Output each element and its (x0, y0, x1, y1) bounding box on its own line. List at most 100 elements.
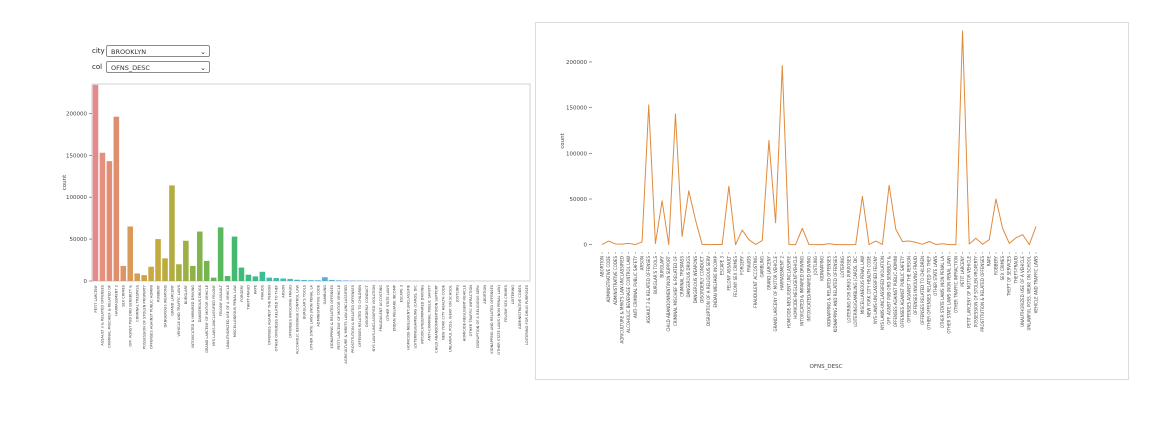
bar-x-tick-label: UNAUTHORIZED USE OF A VEHICLE (226, 284, 230, 348)
bar-y-tick-label: 100000 (66, 195, 87, 201)
line-x-tick-label: NYS LAWS-UNCLASSIFIED VIOLATION (880, 256, 885, 330)
line-x-tick-label: ADMINISTRATIVE CODE (606, 256, 611, 303)
bar-y-tick-label: 50000 (70, 237, 88, 243)
line-x-tick-label: OTHER OFFENSES RELATED TO THEF (927, 255, 932, 330)
line-x-tick-label: OFFENSES AGAINST THE PERSON (907, 256, 912, 323)
line-x-tick-label: DISORDERLY CONDUCT (700, 255, 705, 302)
bar-x-tick-label: OFFENSES AGAINST THE PERSON (268, 285, 272, 345)
bar-x-tick-label: DISRUPTION OF A RELIGIOUS SERV (476, 284, 480, 347)
line-x-tick-label: ALCOHOLIC BEVERAGE CONTROL LAW (626, 256, 631, 333)
bar-x-tick-label: ESCAPE 3 (400, 285, 404, 302)
line-x-tick-label: DISRUPTION OF A RELIGIOUS SERV (706, 256, 711, 326)
bar-x-tick-label: ALCOHOLIC BEVERAGE CONTROL LAW (295, 285, 299, 354)
bar-x-tick-label: OFFENSES AGAINST PUBLIC ADMINI (149, 285, 153, 349)
bar-x-tick-label: INTOXICATED/IMPAIRED DRIVING (421, 285, 425, 344)
line-x-tick-label: HOMICIDE-NEGLIGENT-VEHICLE (793, 256, 798, 319)
bar-x-tick-label: BURGLARY (184, 284, 188, 304)
bar (252, 276, 259, 281)
line-x-tick-label: ESCAPE 3 (720, 256, 725, 276)
bar (99, 152, 106, 281)
bar (176, 264, 182, 281)
line-x-tick-label: ROBBERY (993, 255, 998, 274)
line-x-tick-label: CRIMINAL TRESPASS (680, 256, 685, 297)
line-x-tick-label: DANGEROUS WEAPONS (693, 256, 698, 304)
col-dropdown[interactable]: OFNS_DESC ⌄ (106, 61, 210, 73)
bar-x-tick-label: GAMBLING (323, 285, 327, 305)
bar (231, 236, 238, 281)
line-x-tick-label: FELONY ASSAULT (726, 255, 731, 290)
bar (315, 280, 321, 281)
bar-x-tick-label: INTOXICATED & IMPAIRED DRIVING (191, 285, 195, 348)
col-dropdown-value: OFNS_DESC (111, 64, 150, 72)
bar-x-tick-label: DISORDERLY CONDUCT (365, 284, 369, 327)
line-x-tick-label: VEHICLE AND TRAFFIC LAWS (1033, 256, 1038, 314)
bar (308, 280, 314, 281)
line-x-tick-label: ENDAN WELFARE INCOMP (713, 255, 718, 307)
line-x-tick-label: CRIMINAL MISCHIEF & RELATED OF (673, 255, 678, 326)
bar-x-tick-label: GRAND LARCENY OF MOTOR VEHICLE (205, 284, 209, 352)
line-x-tick-label: THEFT-FRAUD (1013, 256, 1018, 284)
line-y-tick-label: 0 (584, 243, 588, 249)
bar (203, 260, 210, 281)
bar (196, 231, 203, 281)
line-x-tick-label: ASSAULT 3 & RELATED OFFENSES (646, 256, 651, 324)
line-x-tick-label: LOITERING/GAMBLING (CARDS, DIC (853, 256, 858, 327)
line-x-tick-label: ABORTION (599, 256, 604, 277)
bar (210, 277, 217, 281)
line-x-tick-label: OFFENSES RELATED TO CHILDREN (920, 256, 925, 325)
bar (245, 274, 252, 281)
bar (134, 273, 140, 281)
line-x-tick-label: PETIT LARCENY OF MOTOR VEHICLE (967, 256, 972, 328)
bar-x-tick-label: JOSTLING (455, 285, 459, 303)
bar-x-tick-label: POSSESSION OF STOLEN PROPERTY (142, 284, 146, 349)
bar (259, 271, 266, 281)
line-x-tick-label: OFFENSES AGAINST PUBLIC SAFETY (900, 255, 905, 327)
bar (273, 278, 280, 281)
city-dropdown[interactable]: BROOKLYN ⌄ (106, 45, 210, 57)
bar-x-tick-label: PETIT LARCENY (94, 284, 98, 312)
line-series (601, 30, 1037, 246)
bar (280, 278, 286, 281)
city-widget: city BROOKLYN ⌄ (92, 44, 216, 58)
line-x-tick-label: BURGLAR'S TOOLS (653, 256, 658, 294)
line-x-axis-label: OFNS_DESC (810, 364, 843, 370)
bar-x-tick-label: OTHER TRAFFIC INFRACTION (469, 285, 473, 337)
line-x-tick-label: GAMBLING (760, 256, 765, 278)
bar-x-tick-label: ROBBERY (156, 284, 160, 302)
bar (266, 277, 273, 281)
bar (224, 275, 231, 281)
bar-x-tick-label: SEX CRIMES (122, 284, 126, 307)
bar-x-tick-label: KIDNAPPING & RELATED OFFENSES (330, 284, 334, 348)
bar-x-tick-label: CHILD ABANDONMENT/NON SUPPORT (434, 284, 438, 353)
line-x-tick-label: OFF. AGNST PUB ORD SENSBLTY & (887, 256, 892, 325)
bar-x-tick-label: HARRASSMENT 2 (115, 285, 119, 316)
line-x-tick-label: KIDNAPPING (820, 256, 825, 281)
line-x-tick-label: OTHER STATE LAWS (NON PENAL LA (940, 256, 945, 329)
line-x-tick-label: OTHER STATE LAWS (NON PENAL LAW) (947, 256, 952, 334)
bar-x-tick-label: LOITERING FOR DRUG PURPOSES (525, 284, 529, 345)
line-x-tick-label: RAPE (987, 256, 992, 267)
bar-x-tick-label: OTHER STATE LAWS (386, 284, 390, 321)
line-x-tick-label: FELONY SEX CRIMES (733, 256, 738, 298)
bar-x-tick-label: UNLAWFUL POSS. WEAP. ON SCHOOL (448, 285, 452, 352)
bar-x-tick-label: OTHER STATE LAWS (NON PENAL LA (309, 284, 313, 350)
line-x-tick-label: HARRASSMENT 2 (780, 256, 785, 291)
bar (342, 280, 349, 281)
bar (106, 161, 113, 281)
bar (294, 279, 300, 281)
bar-x-tick-label: ADMINISTRATIVE CODES (518, 284, 522, 329)
bar-x-tick-label: ADMINISTRATIVE CODE (316, 284, 320, 326)
bar-x-tick-label: OFFENSES RELATED TO CHILDREN (358, 285, 362, 347)
bar (238, 267, 245, 281)
bar (169, 185, 175, 281)
bar (322, 277, 328, 281)
bar (155, 239, 161, 281)
bar-x-tick-label: PETIT LARCENY OF MOTOR VEHICLE (337, 284, 341, 349)
bar-x-tick-label: NYS LAWS-UNCLASSIFIED VIOLATION (372, 285, 376, 352)
line-x-tick-label: POSSESSION OF STOLEN PROPERTY (973, 255, 978, 327)
bar (183, 240, 189, 281)
line-x-tick-label: FRAUDS (746, 256, 751, 273)
bar-x-tick-label: MISCELLANEOUS PENAL LAW (233, 285, 237, 338)
line-x-tick-label: AGRICULTURE & MRKTS LAW-UNCLASSIFIED (619, 256, 624, 343)
